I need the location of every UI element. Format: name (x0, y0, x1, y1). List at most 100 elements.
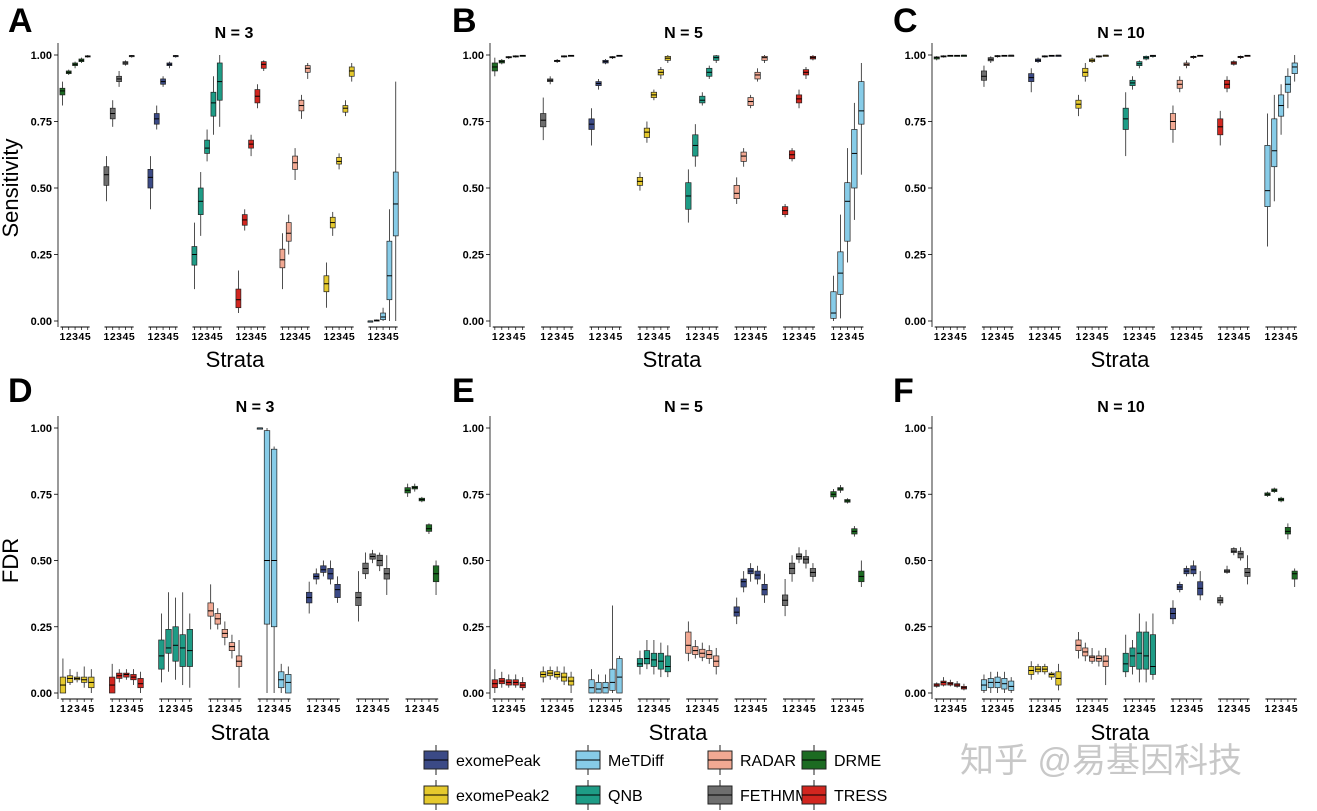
x-tick-label: 4 (1238, 331, 1244, 343)
x-tick-label: 2 (596, 331, 602, 343)
x-tick-label: 3 (1231, 703, 1237, 715)
x-tick-label: 4 (954, 703, 960, 715)
x-tick-label: 5 (617, 331, 623, 343)
x-tick-label: 5 (520, 331, 526, 343)
x-tick-label: 1 (1123, 703, 1129, 715)
legend-item-DRME: DRME (801, 745, 881, 775)
x-tick-label: 4 (210, 331, 216, 343)
box-rect (595, 682, 602, 694)
x-tick-label: 5 (1103, 703, 1109, 715)
box-rect (851, 129, 858, 189)
box-rect (1143, 631, 1150, 670)
y-tick-label: 0.50 (905, 183, 926, 195)
x-tick-label: 1 (540, 703, 546, 715)
x-tick-label: 3 (554, 703, 560, 715)
x-tick-label: 2 (988, 703, 994, 715)
x-tick-label: 2 (692, 331, 698, 343)
x-tick-label: 5 (261, 331, 267, 343)
x-tick-label: 2 (286, 331, 292, 343)
box-rect (336, 157, 342, 165)
x-tick-label: 3 (204, 331, 210, 343)
x-tick-label: 5 (617, 703, 623, 715)
legend-label: DRME (834, 753, 881, 770)
x-axis-label: Strata (649, 720, 708, 745)
x-tick-label: 5 (762, 703, 768, 715)
x-tick-label: 2 (941, 331, 947, 343)
x-tick-label: 4 (658, 331, 664, 343)
x-tick-label: 4 (1049, 331, 1055, 343)
x-tick-label: 3 (271, 703, 277, 715)
x-tick-label: 1 (734, 703, 740, 715)
x-tick-label: 3 (995, 703, 1001, 715)
x-tick-label: 3 (1184, 331, 1190, 343)
x-tick-label: 2 (499, 703, 505, 715)
x-tick-label: 5 (1103, 331, 1109, 343)
x-tick-label: 1 (1028, 331, 1034, 343)
box-rect (987, 678, 994, 689)
panel-title: N = 10 (1097, 25, 1145, 42)
legend-label: TRESS (834, 788, 887, 805)
panel-letter: C (893, 2, 918, 40)
x-tick-label: 2 (1082, 703, 1088, 715)
x-tick-label: 1 (685, 331, 691, 343)
x-tick-label: 2 (116, 703, 122, 715)
panel-title: N = 5 (664, 399, 703, 416)
x-tick-label: 1 (1076, 331, 1082, 343)
x-tick-label: 3 (1231, 331, 1237, 343)
x-tick-label: 3 (947, 331, 953, 343)
box-rect (858, 81, 865, 125)
x-tick-label: 5 (1245, 331, 1251, 343)
x-tick-label: 1 (405, 703, 411, 715)
x-tick-label: 3 (72, 331, 78, 343)
box-rect (1291, 62, 1298, 74)
x-tick-label: 4 (706, 331, 712, 343)
box-rect (210, 91, 217, 117)
box-rect (609, 668, 616, 691)
box-rect (685, 631, 692, 654)
box-rect (279, 248, 286, 269)
x-tick-label: 2 (838, 703, 844, 715)
legend-label: exomePeak2 (456, 788, 549, 805)
x-tick-label: 3 (173, 703, 179, 715)
x-tick-label: 1 (109, 703, 115, 715)
x-tick-label: 4 (1001, 331, 1007, 343)
y-tick-label: 0.25 (31, 622, 52, 634)
x-tick-label: 2 (66, 331, 72, 343)
x-tick-label: 2 (215, 703, 221, 715)
x-tick-label: 3 (651, 331, 657, 343)
box-rect (1271, 118, 1278, 168)
y-tick-label: 0.00 (463, 688, 484, 700)
x-tick-label: 3 (844, 703, 850, 715)
x-tick-label: 4 (610, 331, 616, 343)
x-tick-label: 1 (1123, 331, 1129, 343)
legend-item-QNB: QNB (575, 780, 643, 810)
x-tick-label: 3 (380, 331, 386, 343)
x-tick-label: 1 (59, 331, 65, 343)
x-tick-label: 3 (699, 331, 705, 343)
x-tick-label: 4 (122, 331, 128, 343)
x-tick-label: 5 (762, 331, 768, 343)
x-tick-label: 2 (838, 331, 844, 343)
panel-title: N = 3 (215, 25, 254, 42)
box-rect (123, 672, 130, 678)
x-tick-label: 3 (506, 703, 512, 715)
y-tick-label: 0.50 (463, 183, 484, 195)
panel-title: N = 5 (664, 25, 703, 42)
x-tick-label: 5 (236, 703, 242, 715)
y-tick-label: 0.25 (905, 250, 926, 262)
x-tick-label: 1 (981, 703, 987, 715)
